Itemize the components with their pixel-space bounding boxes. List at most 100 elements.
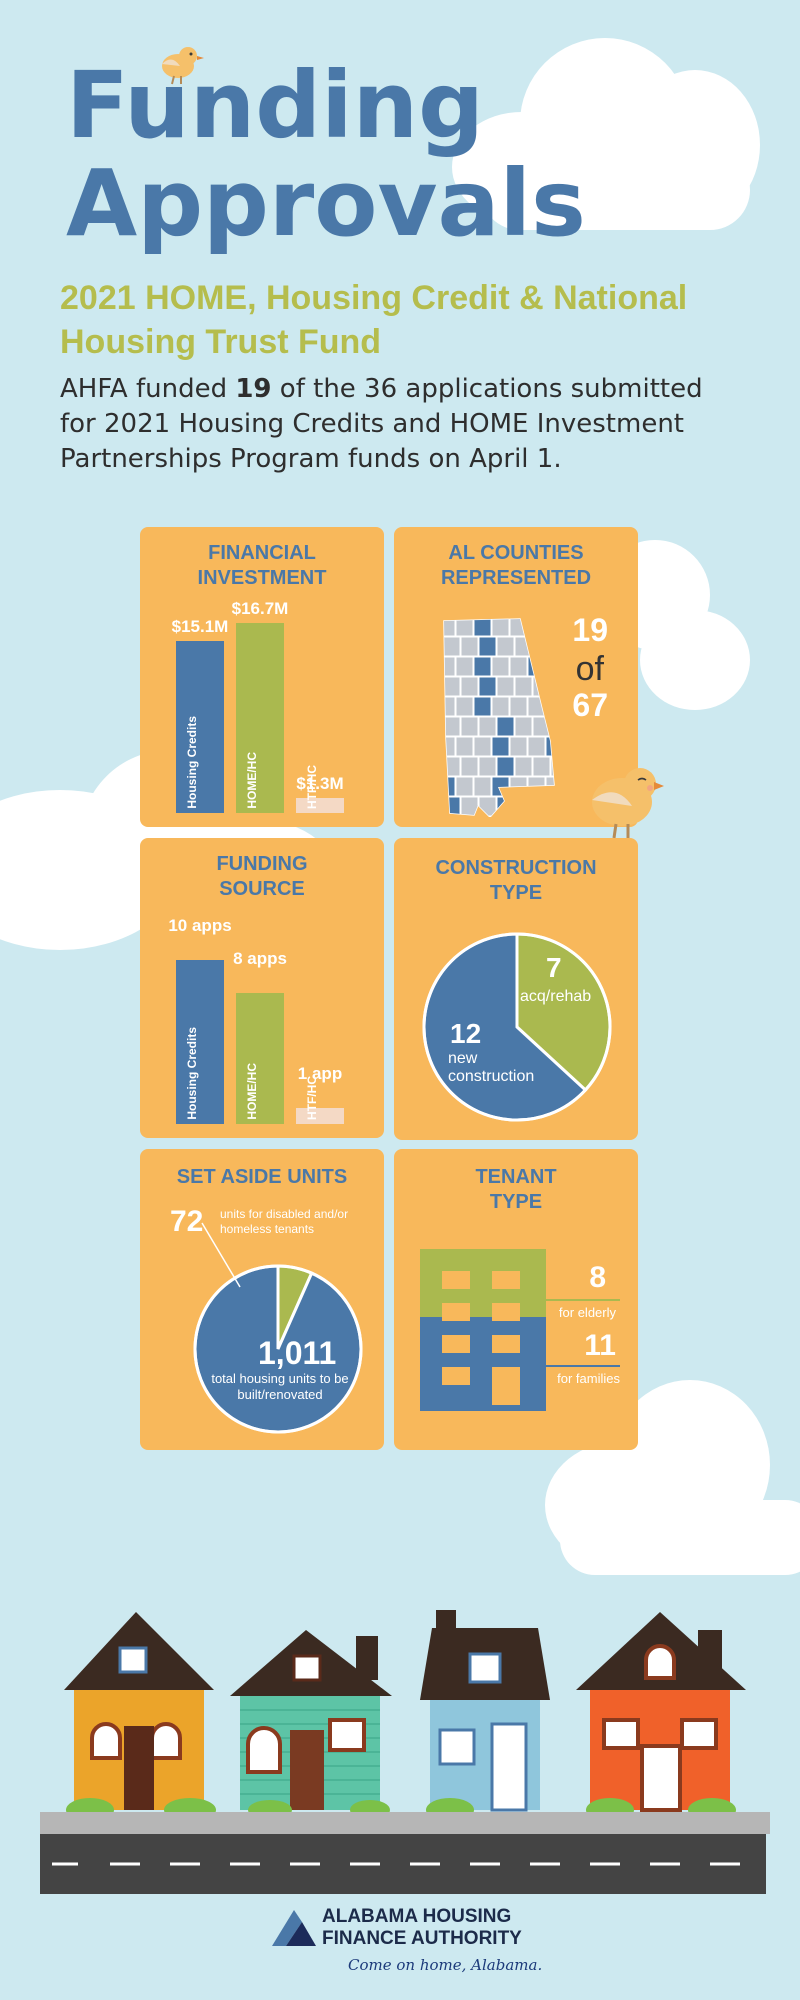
county-cell [491, 656, 510, 677]
bar-housing-credits [176, 960, 224, 1124]
county-cell [550, 676, 554, 697]
county-cell [473, 619, 492, 637]
bar-home-hc [236, 622, 284, 813]
county-cell [444, 756, 461, 777]
county-cell [460, 756, 479, 777]
county-cell [478, 756, 497, 777]
ahfa-logo-icon [272, 1910, 316, 1946]
county-cell [478, 716, 497, 737]
county-cell [514, 636, 533, 657]
new-construction-value: 12 [450, 1018, 482, 1049]
blue-house [420, 1610, 550, 1812]
county-cell [478, 676, 497, 697]
county-cell [455, 656, 474, 677]
county-cell [444, 776, 456, 797]
set-aside-value: 72 [170, 1205, 204, 1238]
total-units-value: 1,011 [258, 1335, 337, 1371]
acq-rehab-value: 7 [546, 952, 562, 983]
construction-type-panel: CONSTRUCTION TYPE 7 acq/rehab 12 new con… [394, 838, 638, 1140]
construction-pie-chart [422, 932, 612, 1122]
county-cell [545, 736, 554, 757]
set-aside-label: units for disabled and/or homeless tenan… [220, 1207, 349, 1236]
houses-illustration [40, 1610, 770, 1834]
families-divider [546, 1365, 620, 1367]
county-cell [509, 696, 528, 717]
county-cell [496, 756, 515, 777]
bird-title-icon [162, 47, 204, 85]
panel-title: CONSTRUCTION TYPE [435, 857, 597, 904]
county-cell [532, 756, 551, 777]
county-cell [527, 619, 546, 637]
bar-value-label: 8 apps [233, 949, 287, 969]
county-cell [509, 656, 528, 677]
county-cell [509, 736, 528, 757]
road [40, 1834, 766, 1894]
county-cell [455, 776, 474, 797]
org-name-line1: ALABAMA HOUSING [322, 1906, 512, 1927]
bar-home-hc [236, 993, 284, 1124]
set-aside-units-panel: SET ASIDE UNITS 72 units for disabled an… [140, 1149, 384, 1450]
county-cell [514, 716, 533, 737]
county-cell [545, 656, 554, 677]
acq-rehab-label: acq/rehab [520, 988, 592, 1005]
pie-outline [422, 932, 612, 1122]
bar-housing-credits [176, 641, 224, 813]
county-cell [444, 619, 456, 637]
county-cell [550, 636, 554, 657]
intro-text: AHFA funded 19 of the 36 applications su… [60, 374, 703, 474]
bar-value-label: 10 apps [168, 916, 232, 936]
county-cell [473, 736, 492, 757]
county-cell [545, 696, 554, 717]
county-cell [545, 776, 554, 797]
bar-category-label: Housing Credits [185, 1027, 199, 1120]
county-cell [496, 636, 515, 657]
county-cell [444, 716, 461, 737]
new-construction-label: new construction [448, 1050, 535, 1085]
page-subtitle: 2021 HOME, Housing Credit & National Hou… [60, 279, 688, 361]
tenant-building [420, 1249, 546, 1411]
tagline: Come on home, Alabama. [348, 1956, 543, 1974]
county-cell [473, 696, 492, 717]
county-cell [545, 619, 554, 637]
county-cell [532, 636, 551, 657]
families-label: for families [557, 1371, 620, 1386]
county-cell [514, 676, 533, 697]
county-cell [473, 656, 492, 677]
county-cell [455, 619, 474, 637]
bar-htf-hc [296, 1107, 344, 1124]
bar-category-label: HOME/HC [245, 1063, 259, 1120]
bird-icon [592, 768, 664, 839]
panel-title: FINANCIAL INVESTMENT [197, 542, 327, 589]
counties-count: 19 [572, 612, 608, 648]
county-cell [491, 696, 510, 717]
county-cell [514, 756, 533, 777]
panel-title: AL COUNTIES REPRESENTED [440, 542, 592, 589]
county-cell [491, 736, 510, 757]
elderly-value: 8 [589, 1261, 606, 1294]
pie-outline [193, 1264, 363, 1434]
county-cell [444, 636, 461, 657]
families-value: 11 [584, 1329, 616, 1362]
tenant-type-panel: TENANT TYPE 8 for elderly 11 for familie… [394, 1149, 638, 1450]
county-cell [455, 696, 474, 717]
total-units-label: total housing units to be built/renovate… [211, 1371, 349, 1402]
county-cell [460, 676, 479, 697]
county-cell [444, 696, 456, 717]
county-cell [509, 619, 528, 637]
bar-value-label: $1.3M [296, 774, 344, 794]
county-cell [478, 636, 497, 657]
counties-total: 67 [572, 687, 608, 723]
financial-bar-chart: Housing Credits $15.1M HOME/HC $16.7M HTF/HC… [140, 527, 384, 827]
county-cell [491, 619, 510, 637]
county-cell [460, 716, 479, 737]
bar-category-label: Housing Credits [185, 716, 199, 809]
bar-value-label: $15.1M [171, 617, 229, 637]
alabama-map [443, 618, 555, 817]
bar-htf-hc [296, 798, 344, 813]
yellow-house [64, 1612, 214, 1810]
counties-panel: AL COUNTIES REPRESENTED 19 of 67 [394, 527, 638, 827]
panel-title: TENANT TYPE [475, 1166, 557, 1213]
funding-source-panel: FUNDING SOURCE Housing Credits 10 apps HOM… [140, 838, 384, 1138]
elderly-segment [420, 1249, 546, 1317]
families-segment [420, 1317, 546, 1411]
